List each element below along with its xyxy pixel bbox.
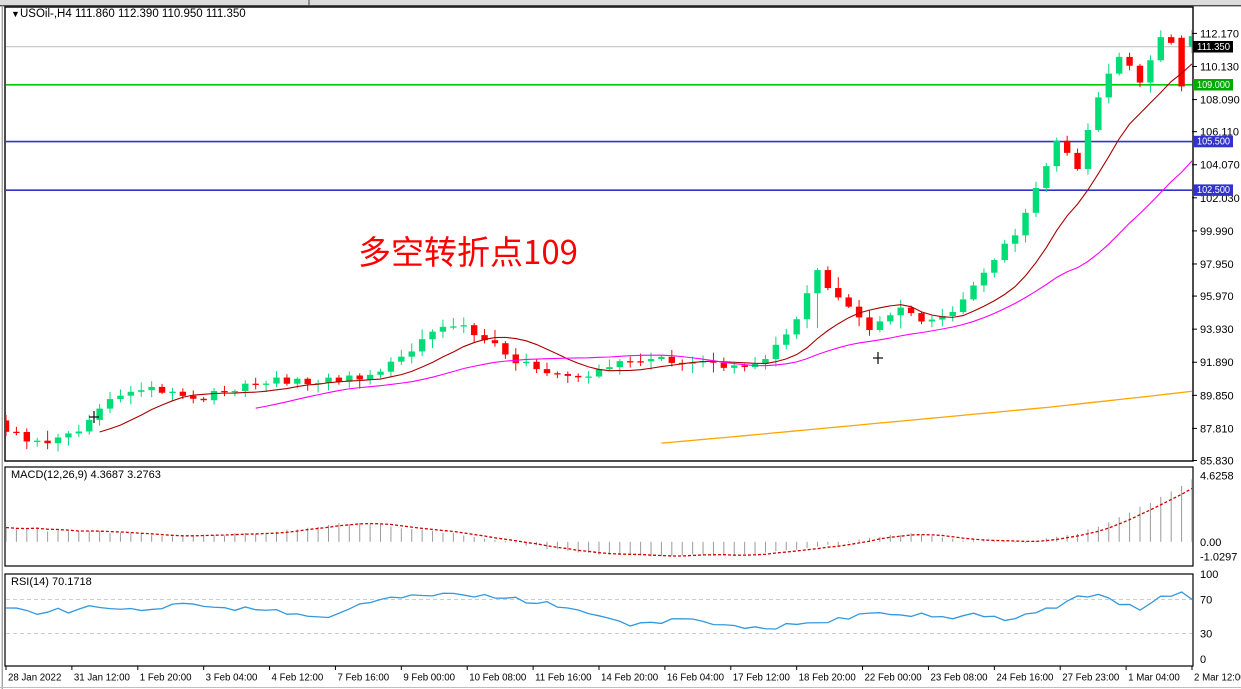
svg-text:14 Feb 20:00: 14 Feb 20:00 — [601, 673, 659, 684]
svg-text:-1.0297: -1.0297 — [1200, 552, 1237, 564]
svg-text:93.930: 93.930 — [1200, 324, 1234, 336]
svg-text:▼: ▼ — [11, 9, 20, 19]
svg-text:91.890: 91.890 — [1200, 357, 1234, 369]
svg-text:30: 30 — [1200, 629, 1212, 641]
svg-text:105.500: 105.500 — [1197, 136, 1230, 148]
svg-text:104.070: 104.070 — [1200, 160, 1240, 172]
svg-text:2 Mar 12:00: 2 Mar 12:00 — [1194, 673, 1241, 684]
svg-text:70: 70 — [1200, 595, 1212, 607]
svg-text:RSI(14) 70.1718: RSI(14) 70.1718 — [11, 576, 92, 588]
svg-text:24 Feb 16:00: 24 Feb 16:00 — [996, 673, 1054, 684]
svg-text:多空转折点109: 多空转折点109 — [358, 226, 578, 274]
svg-text:USOil-,H4 111.860 112.390 110: USOil-,H4 111.860 112.390 110.950 111.35… — [20, 8, 246, 20]
svg-text:0.00: 0.00 — [1200, 537, 1221, 549]
svg-text:95.970: 95.970 — [1200, 291, 1234, 303]
svg-text:28 Jan 2022: 28 Jan 2022 — [8, 673, 61, 684]
svg-text:16 Feb 04:00: 16 Feb 04:00 — [667, 673, 725, 684]
svg-text:1 Feb 20:00: 1 Feb 20:00 — [140, 673, 192, 684]
svg-text:9 Feb 00:00: 9 Feb 00:00 — [403, 673, 455, 684]
svg-text:1 Mar 04:00: 1 Mar 04:00 — [1128, 673, 1180, 684]
svg-text:109.000: 109.000 — [1197, 79, 1230, 91]
svg-text:112.170: 112.170 — [1200, 28, 1239, 40]
svg-text:11 Feb 16:00: 11 Feb 16:00 — [535, 673, 592, 684]
svg-text:22 Feb 00:00: 22 Feb 00:00 — [865, 673, 923, 684]
svg-text:3 Feb 04:00: 3 Feb 04:00 — [206, 673, 258, 684]
svg-text:18 Feb 20:00: 18 Feb 20:00 — [799, 673, 857, 684]
svg-text:10 Feb 08:00: 10 Feb 08:00 — [469, 673, 527, 684]
svg-text:MACD(12,26,9) 4.3687 3.2763: MACD(12,26,9) 4.3687 3.2763 — [11, 469, 161, 481]
svg-text:97.950: 97.950 — [1200, 259, 1234, 271]
svg-text:27 Feb 23:00: 27 Feb 23:00 — [1062, 673, 1120, 684]
svg-text:89.850: 89.850 — [1200, 390, 1234, 402]
svg-text:23 Feb 08:00: 23 Feb 08:00 — [930, 673, 988, 684]
svg-text:111.350: 111.350 — [1197, 41, 1230, 53]
svg-text:99.990: 99.990 — [1200, 226, 1234, 238]
svg-text:0: 0 — [1200, 654, 1206, 666]
svg-text:4.6258: 4.6258 — [1200, 471, 1234, 483]
svg-text:85.830: 85.830 — [1200, 456, 1234, 468]
svg-text:17 Feb 12:00: 17 Feb 12:00 — [733, 673, 791, 684]
svg-text:7 Feb 16:00: 7 Feb 16:00 — [337, 673, 389, 684]
svg-text:31 Jan 12:00: 31 Jan 12:00 — [74, 673, 131, 684]
svg-text:100: 100 — [1200, 569, 1218, 581]
svg-text:4 Feb 12:00: 4 Feb 12:00 — [272, 673, 324, 684]
svg-text:108.090: 108.090 — [1200, 95, 1240, 107]
svg-text:102.500: 102.500 — [1197, 184, 1230, 196]
svg-text:87.810: 87.810 — [1200, 423, 1234, 435]
svg-text:110.130: 110.130 — [1200, 61, 1239, 73]
